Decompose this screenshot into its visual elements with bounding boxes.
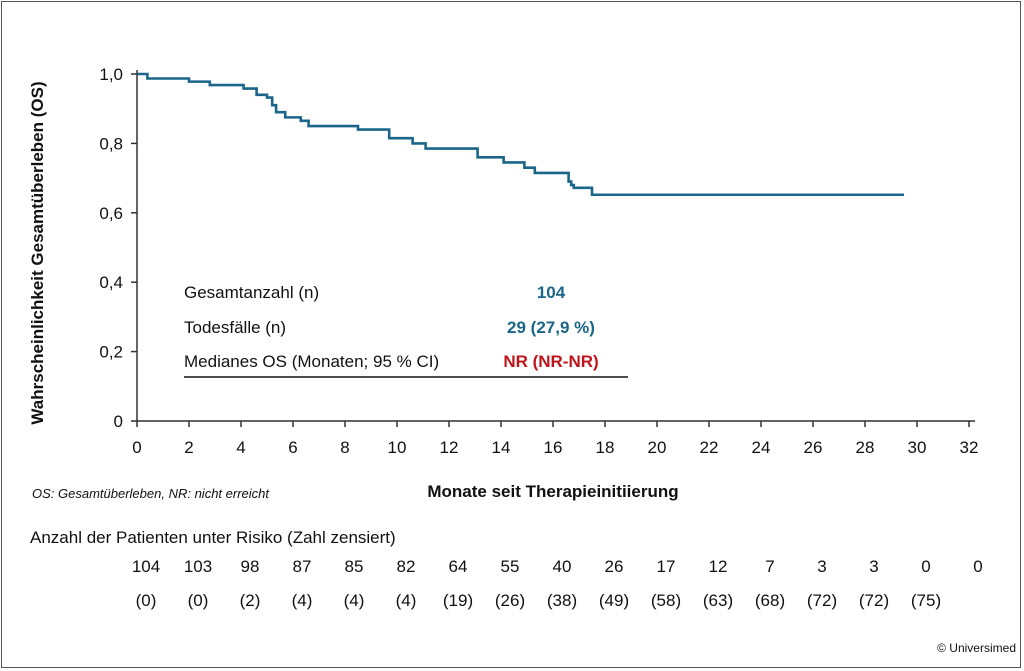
x-tick-label: 0	[132, 438, 141, 457]
at-risk-censored-count: (4)	[343, 591, 365, 610]
at-risk-censored-count: (72)	[806, 591, 838, 610]
x-axis-label: Monate seit Therapieinitiierung	[427, 482, 678, 501]
at-risk-censored-count: (63)	[702, 591, 734, 610]
at-risk-censored-count: (72)	[858, 591, 890, 610]
at-risk-count: 7	[765, 557, 775, 576]
stat-label: Gesamtanzahl (n)	[184, 283, 319, 302]
x-axis: 0 2 4 6 8 10 12 14 16 18 20 22 24 26 28 30 32	[132, 420, 979, 457]
y-axis: 0 0,2 0,4 0,6 0,8 1,0	[99, 65, 138, 431]
x-tick-label: 12	[440, 438, 459, 457]
at-risk-count: 17	[656, 557, 676, 576]
at-risk-censored-count: (49)	[598, 591, 630, 610]
at-risk-censored-count: (38)	[546, 591, 578, 610]
survival-series-line	[137, 72, 904, 197]
x-tick-label: 20	[648, 438, 667, 457]
x-tick-label: 30	[908, 438, 927, 457]
x-tick-label: 4	[236, 438, 245, 457]
y-tick-label: 0,2	[99, 343, 123, 362]
x-tick-label: 18	[596, 438, 615, 457]
y-tick-label: 0,8	[99, 134, 123, 153]
footnote: OS: Gesamtüberleben, NR: nicht erreicht	[32, 486, 269, 501]
x-tick-label: 22	[700, 438, 719, 457]
y-axis-label: Wahrscheinlichkeit Gesamtüberleben (OS)	[28, 81, 47, 424]
y-tick-label: 0	[114, 412, 123, 431]
stats-table: Gesamtanzahl (n) 104 Todesfälle (n) 29 (27,…	[184, 283, 628, 378]
at-risk-censored-count: (26)	[494, 591, 526, 610]
at-risk-censored-count: (4)	[395, 591, 417, 610]
at-risk-count: 3	[817, 557, 827, 576]
at-risk-title: Anzahl der Patienten unter Risiko (Zahl …	[30, 528, 396, 547]
at-risk-count: 87	[292, 557, 312, 576]
y-tick-label: 0,6	[99, 204, 123, 223]
y-tick-label: 0,4	[99, 273, 123, 292]
survival-curve	[137, 72, 904, 197]
at-risk-censored-count: (58)	[650, 591, 682, 610]
at-risk-count: 85	[344, 557, 364, 576]
x-tick-label: 28	[856, 438, 875, 457]
stat-value: 104	[537, 283, 566, 302]
stat-value: 29 (27,9 %)	[507, 318, 595, 337]
x-tick-label: 24	[752, 438, 771, 457]
stat-value: NR (NR-NR)	[503, 352, 598, 371]
at-risk-count: 55	[500, 557, 520, 576]
at-risk-count: 0	[973, 557, 983, 576]
stat-label: Todesfälle (n)	[184, 318, 286, 337]
x-tick-label: 6	[288, 438, 297, 457]
km-chart: 00,20,40,60,81,0 0 2 4 6 8 10 12 14 16 18 20 22 24 26…	[28, 65, 979, 501]
at-risk-censored-count: (4)	[291, 591, 313, 610]
at-risk-count: 26	[604, 557, 624, 576]
x-tick-label: 14	[492, 438, 511, 457]
copyright: © Universimed	[937, 641, 1016, 655]
x-tick-label: 2	[184, 438, 193, 457]
at-risk-censored-count: (0)	[135, 591, 157, 610]
at-risk-count: 64	[448, 557, 468, 576]
stat-label: Medianes OS (Monaten; 95 % CI)	[184, 352, 439, 371]
at-risk-count: 12	[708, 557, 728, 576]
at-risk-censored: (0) (0) (2) (4) (4) (4) (19) (26) (38) (49) (58) (6…	[0, 591, 1024, 613]
at-risk-count: 82	[396, 557, 416, 576]
at-risk-censored-count: (19)	[442, 591, 474, 610]
at-risk-count: 98	[240, 557, 260, 576]
at-risk-censored-count: (2)	[239, 591, 261, 610]
x-tick-label: 32	[960, 438, 979, 457]
at-risk-count: 104	[131, 557, 161, 576]
x-tick-label: 8	[340, 438, 349, 457]
x-tick-label: 10	[388, 438, 407, 457]
at-risk-censored-count: (0)	[187, 591, 209, 610]
at-risk-count: 103	[183, 557, 213, 576]
at-risk-censored-count: (75)	[910, 591, 942, 610]
x-tick-label: 26	[804, 438, 823, 457]
at-risk-count: 0	[921, 557, 931, 576]
at-risk-censored-count: (68)	[754, 591, 786, 610]
at-risk-counts: 104 103 98 87 85 82 64 55 40 26 17 12 7 3 3 0 0	[0, 557, 1024, 579]
x-tick-label: 16	[544, 438, 563, 457]
at-risk-count: 3	[869, 557, 879, 576]
y-tick-label: 1,0	[99, 65, 123, 84]
at-risk-count: 40	[552, 557, 572, 576]
